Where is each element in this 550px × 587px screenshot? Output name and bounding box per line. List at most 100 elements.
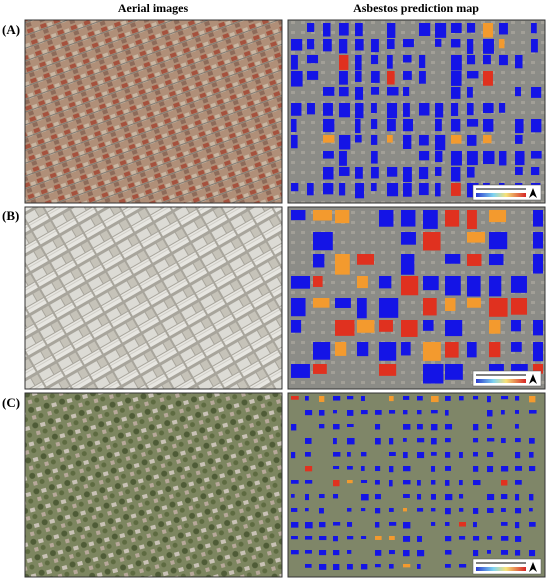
building bbox=[389, 396, 394, 402]
building bbox=[371, 103, 377, 114]
building bbox=[403, 410, 408, 415]
building bbox=[487, 550, 491, 554]
building bbox=[357, 298, 367, 319]
building bbox=[431, 424, 438, 431]
building bbox=[361, 480, 368, 484]
building bbox=[529, 550, 536, 557]
building bbox=[291, 396, 299, 400]
building bbox=[467, 135, 477, 146]
building bbox=[501, 508, 506, 512]
building bbox=[389, 466, 394, 473]
building bbox=[347, 522, 353, 527]
building bbox=[445, 536, 452, 542]
building bbox=[361, 466, 365, 471]
building bbox=[501, 480, 508, 486]
building bbox=[319, 410, 325, 416]
building bbox=[403, 480, 411, 485]
building bbox=[375, 564, 381, 568]
building bbox=[357, 320, 375, 333]
building bbox=[403, 396, 410, 400]
building bbox=[387, 183, 399, 197]
building bbox=[371, 39, 379, 53]
building bbox=[319, 494, 325, 499]
building bbox=[347, 452, 351, 457]
building bbox=[445, 210, 460, 227]
building bbox=[417, 452, 425, 459]
building bbox=[487, 508, 494, 513]
building bbox=[401, 232, 416, 245]
building bbox=[459, 508, 464, 512]
building bbox=[333, 452, 341, 457]
building bbox=[401, 210, 416, 227]
building bbox=[467, 232, 485, 243]
building bbox=[371, 151, 378, 164]
building bbox=[489, 210, 507, 223]
building bbox=[445, 438, 451, 443]
building bbox=[355, 183, 365, 199]
building bbox=[473, 452, 478, 457]
building bbox=[511, 342, 522, 352]
building bbox=[417, 438, 425, 443]
building bbox=[333, 536, 338, 542]
building bbox=[489, 232, 508, 250]
building bbox=[403, 424, 411, 430]
building bbox=[305, 452, 311, 457]
building bbox=[467, 276, 481, 297]
building bbox=[419, 135, 429, 146]
building bbox=[467, 87, 473, 98]
building bbox=[487, 452, 494, 458]
building bbox=[515, 87, 521, 97]
building bbox=[533, 342, 543, 362]
building bbox=[333, 494, 339, 499]
building bbox=[387, 55, 393, 69]
building bbox=[375, 522, 380, 528]
building bbox=[459, 536, 466, 540]
building bbox=[419, 71, 426, 84]
building bbox=[515, 135, 523, 144]
building bbox=[451, 151, 462, 166]
building bbox=[501, 466, 509, 472]
building bbox=[445, 320, 463, 337]
building bbox=[451, 71, 462, 86]
building bbox=[423, 232, 441, 251]
building bbox=[515, 438, 521, 443]
building bbox=[291, 494, 295, 498]
building bbox=[473, 480, 481, 486]
building bbox=[387, 119, 396, 132]
building bbox=[291, 119, 297, 133]
building bbox=[375, 494, 381, 500]
building bbox=[423, 320, 434, 331]
building bbox=[339, 151, 347, 166]
building bbox=[419, 55, 426, 68]
legend-box bbox=[472, 558, 542, 575]
building bbox=[473, 396, 479, 400]
building bbox=[423, 342, 441, 361]
building bbox=[435, 23, 447, 38]
building bbox=[403, 87, 410, 96]
building bbox=[313, 342, 331, 360]
building bbox=[417, 550, 425, 557]
building bbox=[487, 424, 492, 429]
legend-ramp bbox=[476, 193, 526, 197]
building bbox=[347, 536, 354, 540]
building bbox=[389, 536, 395, 541]
building bbox=[515, 55, 523, 69]
building bbox=[361, 564, 368, 570]
north-arrow bbox=[529, 374, 537, 384]
building bbox=[347, 424, 354, 428]
building bbox=[467, 55, 476, 65]
building bbox=[403, 119, 414, 132]
building bbox=[473, 550, 479, 557]
building bbox=[291, 39, 303, 51]
building bbox=[445, 424, 453, 430]
building bbox=[355, 135, 362, 143]
building bbox=[371, 119, 378, 129]
building bbox=[489, 276, 502, 297]
building bbox=[291, 522, 299, 528]
building bbox=[403, 522, 411, 529]
building bbox=[531, 23, 537, 34]
building bbox=[487, 410, 493, 417]
building bbox=[501, 396, 509, 400]
building bbox=[435, 151, 443, 163]
building bbox=[355, 71, 362, 82]
